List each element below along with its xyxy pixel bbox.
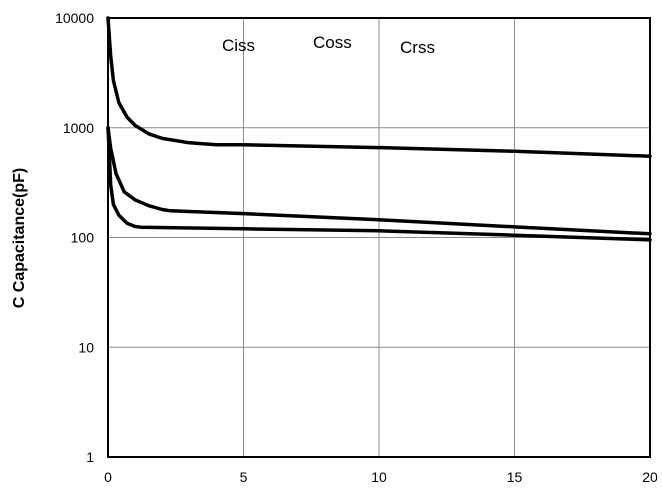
y-axis-title: C Capacitance(pF) (11, 168, 28, 308)
x-tick-label: 15 (507, 469, 523, 485)
grid (108, 18, 650, 457)
y-tick-label: 1 (86, 449, 94, 465)
y-tick-label: 100 (71, 230, 95, 246)
plot-frame (107, 17, 651, 458)
x-tick-label: 10 (371, 469, 387, 485)
series-label-coss: Coss (313, 33, 352, 52)
x-tick-label: 20 (642, 469, 658, 485)
series-line-1 (106, 16, 652, 158)
x-tick-label: 5 (240, 469, 248, 485)
y-tick-label: 1000 (63, 120, 94, 136)
y-tick-label: 10 (78, 339, 94, 355)
x-tick-label: 0 (104, 469, 112, 485)
series-label-ciss: Ciss (222, 36, 255, 55)
series-line-3 (106, 126, 652, 242)
series-lines (106, 16, 652, 242)
series-line-2 (106, 126, 652, 236)
series-label-crss: Crss (400, 38, 435, 57)
tick-labels: 0 5 10 15 20 1 10 100 1000 10000 (55, 10, 658, 485)
y-tick-label: 10000 (55, 10, 94, 26)
